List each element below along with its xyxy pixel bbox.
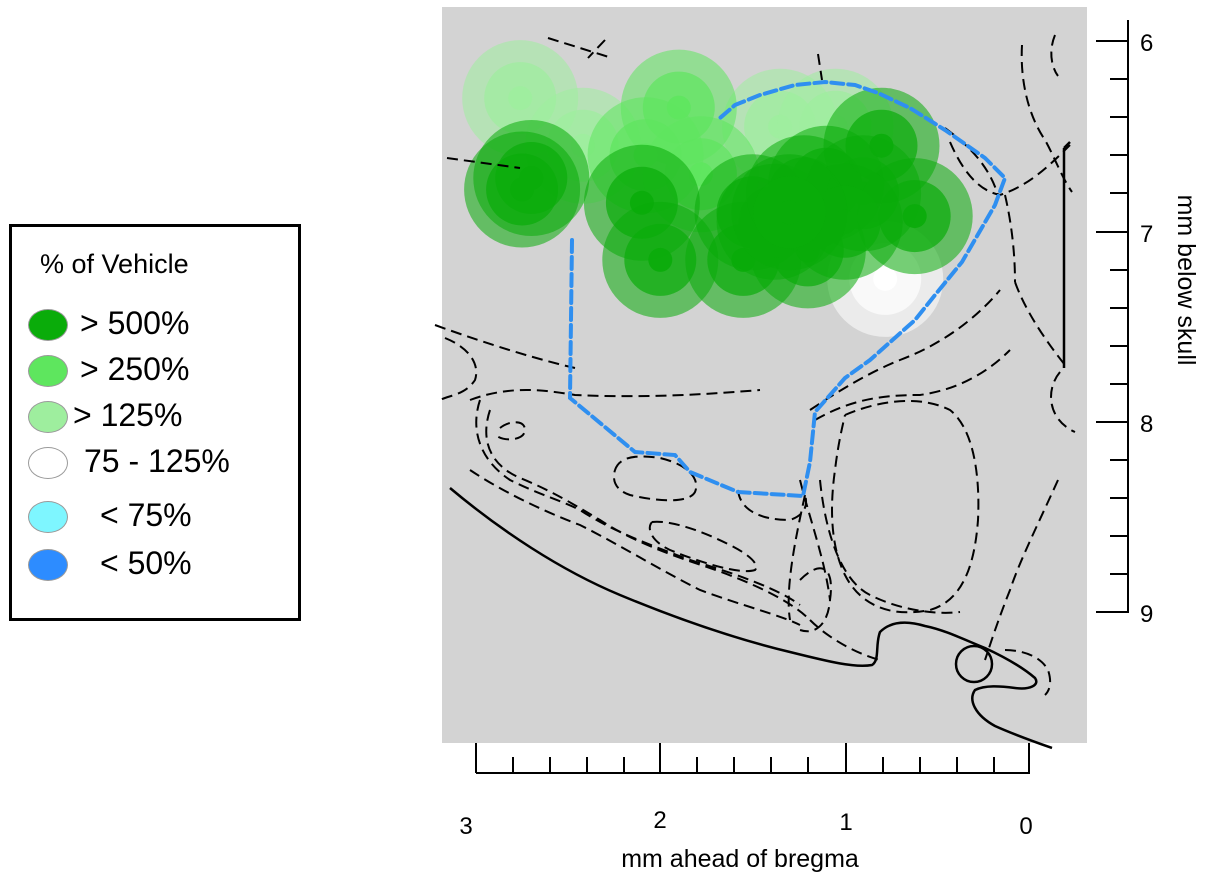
y-tick-label: 7 [1140,221,1153,248]
recording-site [473,120,590,236]
atlas-dashed-outline [1050,34,1059,77]
y-tick-label: 8 [1140,411,1153,438]
atlas-dashed-outline [475,399,801,606]
atlas-dashed-outline [831,400,980,614]
legend-label-gt250: > 250% [80,351,190,387]
atlas-dashed-outline [434,324,576,369]
legend-swatch-gt250 [28,355,68,387]
atlas-dashed-outline [496,421,527,441]
x-tick-label: 3 [459,813,472,840]
atlas-dashed-outline [817,53,823,81]
legend-swatch-lt75 [28,501,68,533]
atlas-dashed-outline [809,619,881,661]
y-tick-label: 6 [1140,30,1153,57]
x-tick-label: 0 [1019,813,1032,840]
recording-site-ring [777,200,802,225]
legend-item-lt50: < 50% [28,545,298,585]
legend-item-gt500: > 500% [28,305,298,345]
atlas-dashed-outline [809,289,1001,411]
recording-site [731,154,848,271]
atlas-dashed-outline [819,479,961,614]
x-axis [475,743,1030,774]
atlas-outlines [434,34,1076,696]
site-layer [462,40,973,337]
legend-item-lt75: < 75% [28,497,298,537]
atlas-dashed-outline [485,409,811,621]
legend-swatch-75-125 [28,447,68,479]
legend-title: % of Vehicle [40,249,189,279]
atlas-dashed-outline [1004,194,1016,283]
legend-label-75-125: 75 - 125% [84,443,230,479]
legend-item-gt125: > 125% [28,397,298,437]
legend-label-gt125: > 125% [73,397,183,433]
target-boundary-outline [567,79,1008,499]
recording-site [602,201,719,318]
atlas-dashed-outline [799,479,831,601]
legend-swatch-gt125 [28,401,68,433]
atlas-dashed-outline [799,567,832,633]
atlas-dashed-outline [648,520,758,573]
y-axis-title: mm below skull [1172,195,1200,366]
atlas-dashed-outline [1050,371,1076,433]
legend-label-gt500: > 500% [80,305,190,341]
atlas-solid-outline [449,487,1053,750]
y-axis [1096,20,1129,613]
y-tick-label: 9 [1140,601,1153,628]
recording-site-ring [873,266,898,291]
legend-label-lt50: < 50% [100,545,192,581]
x-axis-title: mm ahead of bregma [621,845,859,873]
recording-site-ring [519,166,544,190]
legend-swatch-lt50 [28,549,68,581]
recording-site-ring [902,204,927,229]
atlas-dashed-outline [587,39,606,59]
atlas-dashed-outline [787,494,806,621]
atlas-dashed-outline [984,479,1059,661]
atlas-dashed-outline [1020,44,1073,193]
atlas-solid-circle [954,644,994,684]
atlas-dashed-outline [439,337,478,401]
legend: % of Vehicle > 500% > 250% > 125% 75 - 1… [9,224,301,621]
atlas-dashed-outline [446,157,521,169]
recording-site-ring [869,133,894,158]
atlas-dashed-outline [469,469,801,626]
atlas-dashed-outline [814,349,1011,421]
legend-label-lt75: < 75% [100,497,192,533]
legend-item-gt250: > 250% [28,351,298,391]
recording-site-ring [648,247,673,272]
x-tick-label: 2 [653,807,666,834]
atlas-solid-outlines [449,141,1071,750]
atlas-dashed-outline [469,389,761,401]
target-boundary [567,79,1008,499]
atlas-dashed-outline [547,37,613,59]
atlas-dashed-outline [1004,649,1052,696]
atlas-solid-outline [1063,141,1071,149]
x-tick-label: 1 [839,809,852,836]
atlas-dashed-outline [1014,281,1066,366]
recording-site-ring [508,86,533,111]
legend-item-75-125: 75 - 125% [28,443,298,483]
atlas-dashed-outline [612,455,698,502]
legend-swatch-gt500 [28,309,68,341]
